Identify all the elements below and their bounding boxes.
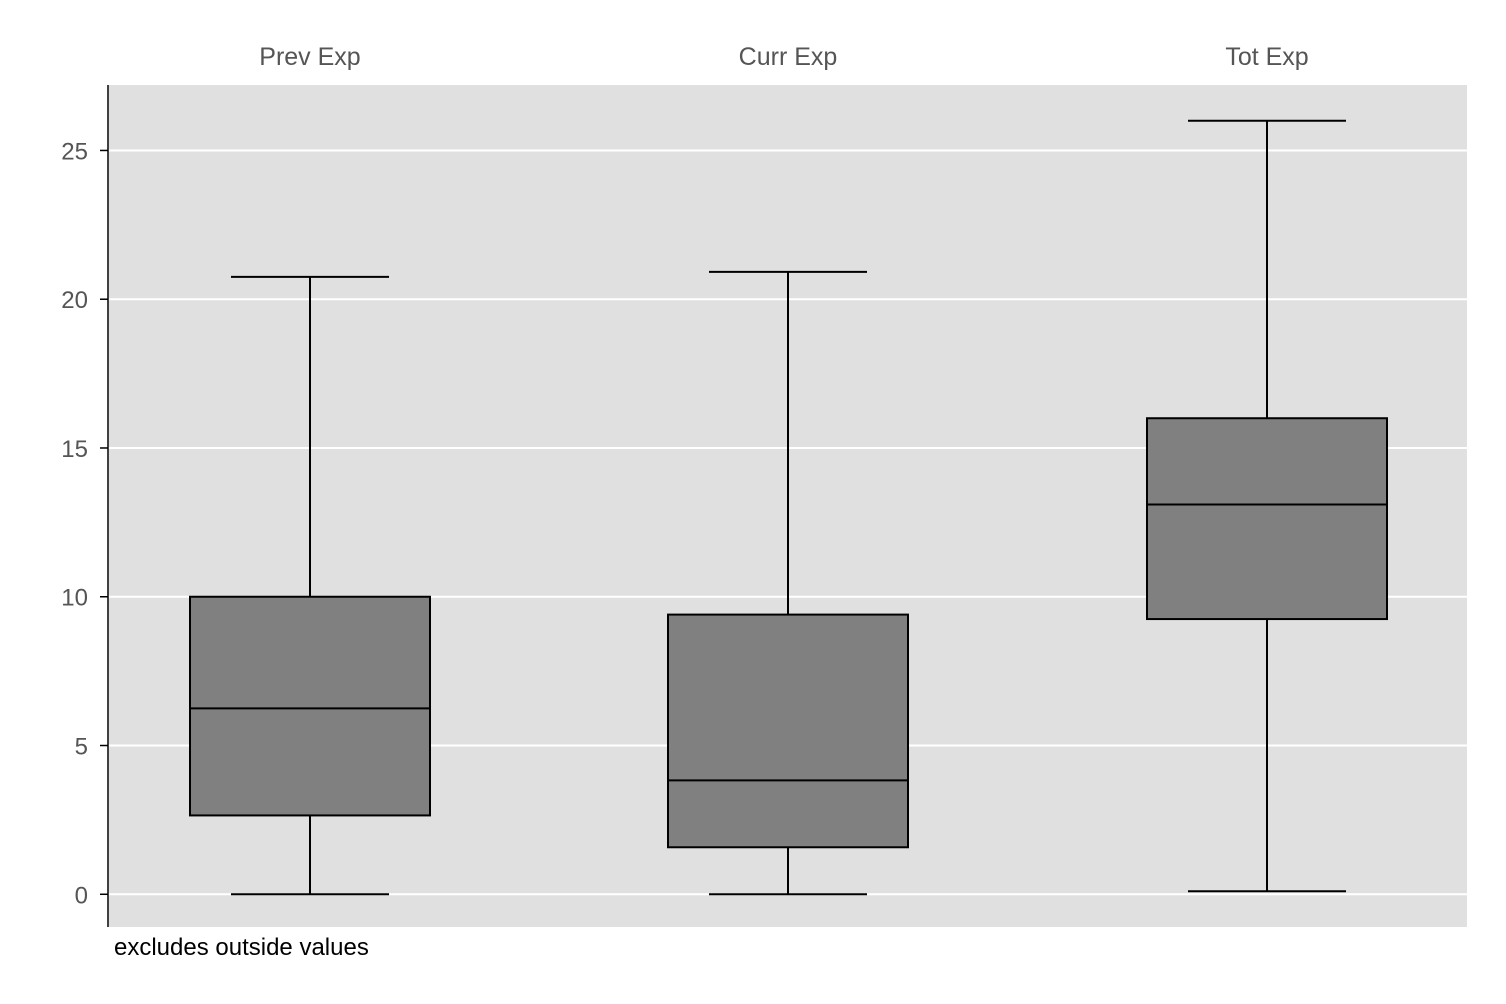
box-group <box>667 270 909 896</box>
box-group <box>189 275 431 896</box>
y-tick-label: 10 <box>61 585 88 612</box>
y-tick-label: 25 <box>61 138 88 165</box>
iqr-box <box>1146 417 1388 621</box>
iqr-box <box>667 613 909 849</box>
group-label: Tot Exp <box>1225 43 1308 71</box>
group-label: Prev Exp <box>259 43 360 71</box>
y-tick-label: 5 <box>75 734 88 761</box>
y-axis: 0 5 10 15 20 25 <box>61 85 109 927</box>
y-tick-label: 15 <box>61 436 88 463</box>
y-tick-label: 20 <box>61 287 88 314</box>
y-tick-label: 0 <box>75 882 88 909</box>
chart-note: excludes outside values <box>114 934 369 961</box>
group-label: Curr Exp <box>739 43 838 71</box>
boxes <box>189 119 1388 896</box>
iqr-box <box>189 595 431 817</box>
box-group <box>1146 119 1388 893</box>
group-labels: Prev Exp Curr Exp Tot Exp <box>259 43 1308 71</box>
